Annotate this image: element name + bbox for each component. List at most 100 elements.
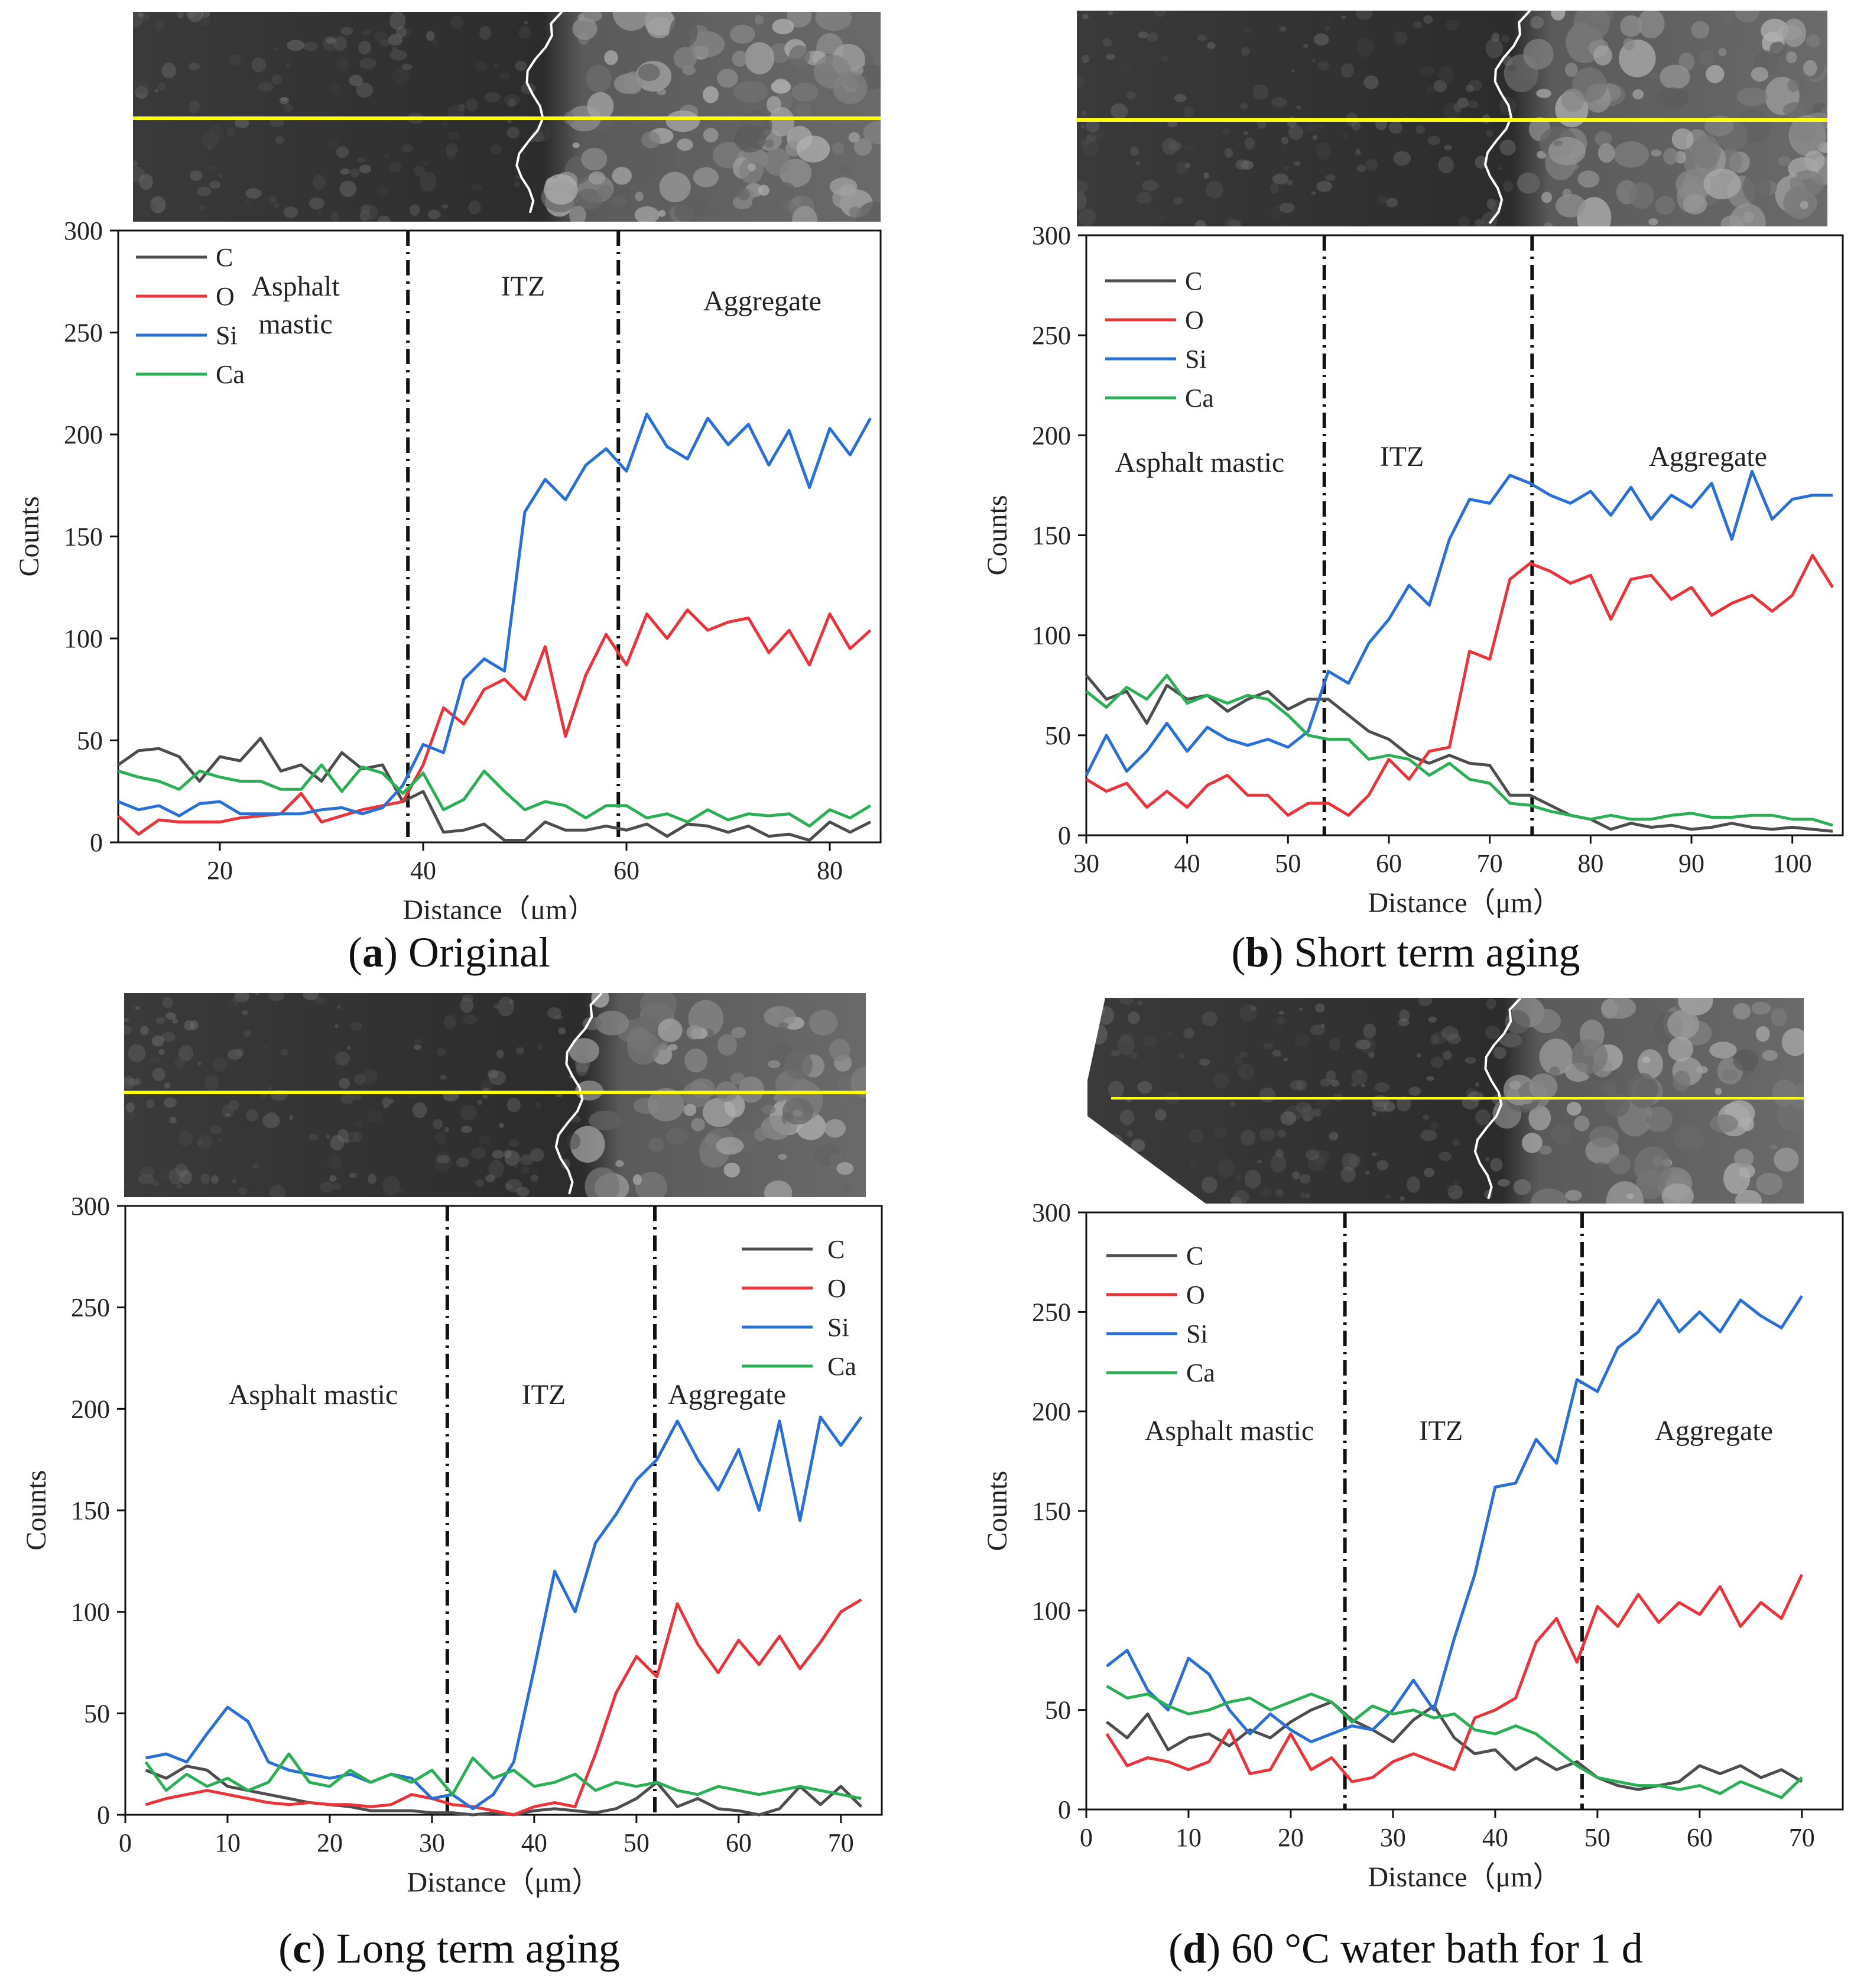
- interface-line: [1483, 11, 1531, 225]
- series-line-Si: [1106, 1295, 1803, 1743]
- x-tick-label: 70: [1477, 849, 1503, 878]
- x-tick-label: 90: [1678, 849, 1704, 878]
- sem-texture: [1087, 998, 1804, 1204]
- legend-label: O: [1186, 1280, 1205, 1309]
- zone-label: ITZ: [501, 271, 546, 302]
- y-tick-label: 150: [71, 1496, 110, 1525]
- legend-label: Ca: [216, 360, 245, 389]
- series-line-Si: [1085, 469, 1833, 776]
- legend-label: Ca: [1186, 1358, 1215, 1387]
- x-tick-label: 30: [1380, 1823, 1406, 1852]
- series-line-O: [117, 608, 872, 836]
- x-tick-label: 20: [1278, 1823, 1304, 1852]
- legend-label: Ca: [827, 1352, 856, 1381]
- zone-label: Aggregate: [1655, 1415, 1773, 1447]
- y-tick-label: 0: [97, 1801, 110, 1830]
- x-tick-label: 100: [1773, 849, 1812, 878]
- caption-letter: b: [1245, 929, 1269, 976]
- legend-label: Si: [1185, 345, 1207, 374]
- x-tick-label: 80: [1577, 849, 1603, 878]
- y-tick-label: 200: [1032, 1397, 1071, 1426]
- caption-letter: c: [293, 1925, 312, 1972]
- chart-b: 0 50 100 150 200 250 300 30 40 50 60 70 80 90 100 Dista…: [982, 226, 1844, 919]
- x-tick-label: 70: [1789, 1823, 1815, 1852]
- y-tick-label: 100: [71, 1598, 110, 1627]
- y-tick-label: 50: [77, 727, 103, 755]
- legend-label: C: [1185, 267, 1202, 296]
- chart-a: 0 50 100 150 200 250 300 20 40 60 80 Distance（μm） Co…: [14, 222, 882, 919]
- y-tick-label: 0: [1058, 1795, 1071, 1824]
- legend: CO Si Ca: [136, 243, 245, 389]
- x-axis-label: Distance（μm）: [402, 894, 596, 919]
- x-tick-label: 30: [419, 1828, 445, 1857]
- x-tick-label: 60: [1376, 849, 1402, 878]
- zone-label: Aggregate: [668, 1379, 786, 1410]
- x-tick-label: 10: [215, 1828, 241, 1857]
- zone-label: Asphalt mastic: [229, 1379, 398, 1410]
- x-tick-label: 30: [1073, 849, 1099, 878]
- zone-label: Aggregate: [703, 286, 822, 317]
- plot-area: [117, 229, 882, 844]
- sem-image-a: [133, 12, 881, 222]
- zone-label: ITZ: [1419, 1415, 1463, 1447]
- caption-text: Long term aging: [326, 1925, 620, 1972]
- y-tick-label: 250: [1032, 1298, 1071, 1327]
- x-tick-label: 80: [817, 856, 843, 885]
- legend-label: O: [827, 1274, 846, 1303]
- x-tick-label: 40: [410, 856, 436, 885]
- series-line-O: [1105, 1574, 1804, 1783]
- y-tick-label: 150: [64, 523, 103, 552]
- x-tick-label: 0: [1080, 1823, 1093, 1852]
- sem-image-b: [1077, 11, 1827, 226]
- caption-c: (c) Long term aging: [278, 1925, 620, 1972]
- x-tick-label: 40: [521, 1828, 547, 1857]
- zone-label: Asphalt mastic: [1115, 447, 1285, 478]
- x-tick-label: 20: [317, 1828, 343, 1857]
- y-tick-label: 0: [1058, 821, 1071, 850]
- y-tick-label: 100: [64, 624, 103, 653]
- chart-d: 0 50 100 150 200 250 300 0 10 20 30 40 50 60 70 Distanc…: [982, 1204, 1844, 1893]
- zone-label: ITZ: [522, 1379, 566, 1410]
- y-tick-label: 100: [1032, 1596, 1071, 1625]
- series-line-Si: [145, 1415, 863, 1811]
- x-tick-label: 50: [1275, 849, 1301, 878]
- y-tick-label: 150: [1032, 1497, 1071, 1526]
- caption-text: Original: [398, 929, 550, 976]
- x-tick-label: 40: [1174, 849, 1200, 878]
- zone-label: Asphalt mastic: [251, 271, 340, 340]
- x-tick-label: 50: [624, 1828, 650, 1857]
- caption-text: 60 °C water bath for 1 d: [1220, 1925, 1643, 1972]
- series-line-Ca: [1085, 673, 1833, 827]
- x-tick-label: 0: [119, 1828, 132, 1857]
- plot-area: [124, 1205, 883, 1816]
- zone-label: Asphalt mastic: [1145, 1415, 1314, 1447]
- x-axis-label: Distance（μm）: [1368, 1861, 1561, 1893]
- x-axis-label: Distance（μm）: [1368, 887, 1561, 919]
- y-axis-label: Counts: [982, 1471, 1013, 1551]
- y-tick-label: 300: [64, 222, 103, 245]
- sem-image-c: [124, 993, 866, 1197]
- y-tick-label: 250: [1032, 321, 1071, 350]
- y-tick-label: 250: [71, 1293, 110, 1322]
- y-tick-label: 200: [1032, 421, 1071, 450]
- series-line-Si: [118, 413, 872, 818]
- y-axis-label: Counts: [14, 496, 45, 576]
- caption-a: (a) Original: [348, 929, 550, 976]
- series-line-O: [145, 1598, 862, 1817]
- series-line-Ca: [1106, 1685, 1803, 1799]
- x-tick-label: 60: [613, 856, 639, 885]
- x-tick-label: 50: [1584, 1823, 1611, 1852]
- y-tick-label: 50: [1045, 1696, 1071, 1725]
- plot-area: [1085, 234, 1844, 836]
- sem-image-d: [1087, 998, 1804, 1204]
- legend-label: Si: [827, 1313, 849, 1342]
- x-tick-label: 20: [207, 856, 233, 885]
- zone-label: Aggregate: [1649, 441, 1767, 472]
- y-axis-label: Counts: [21, 1470, 52, 1551]
- x-tick-label: 60: [726, 1828, 752, 1857]
- y-tick-label: 50: [1045, 721, 1071, 750]
- y-tick-label: 300: [71, 1197, 110, 1221]
- series-line-C: [117, 737, 871, 842]
- caption-d: (d) 60 °C water bath for 1 d: [1168, 1925, 1643, 1972]
- legend-label: C: [827, 1235, 845, 1264]
